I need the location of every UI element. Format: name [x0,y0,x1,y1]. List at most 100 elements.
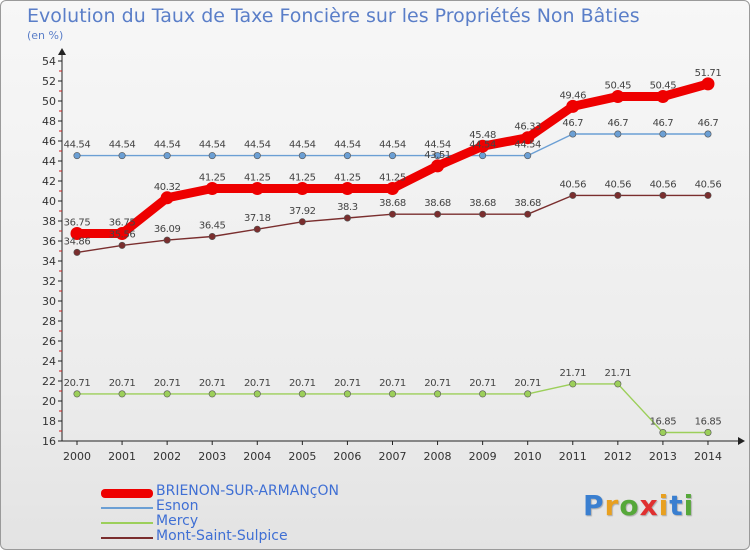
data-label-2-0: 20.71 [64,378,91,389]
data-label-2-14: 16.85 [695,417,722,428]
series-point-0-9 [476,139,490,153]
data-label-0-4: 41.25 [244,173,271,184]
series-point-3-9 [479,210,487,218]
series-point-1-10 [524,152,532,160]
x-tick-label: 2003 [198,450,226,463]
data-label-1-5: 44.54 [289,140,316,151]
legend-swatch-brienon [101,489,153,498]
y-tick-label: 40 [42,195,56,208]
series-point-0-6 [340,182,354,195]
series-point-2-0 [73,390,81,398]
x-tick-label: 2001 [108,450,136,463]
y-tick-label: 44 [42,155,56,168]
data-label-0-10: 46.33 [514,122,541,133]
y-tick-label: 50 [42,95,56,108]
legend-swatch-mont-saint-sulpice [101,537,153,539]
x-tick-label: 2013 [649,450,677,463]
series-point-3-8 [434,210,442,218]
data-label-2-7: 20.71 [379,378,406,389]
series-point-3-7 [388,210,396,218]
y-tick-label: 20 [42,395,56,408]
series-point-0-1 [115,227,129,240]
legend-label-mont-saint-sulpice: Mont-Saint-Sulpice [156,528,288,544]
x-tick-label: 2009 [469,450,497,463]
series-point-3-14 [704,191,712,199]
x-axis-ticks: 2000 2001 2002 2003 2004 2005 2006 2007 2008 2009… [63,441,722,463]
series-point-3-2 [163,236,171,244]
data-label-1-13: 46.7 [653,118,674,129]
series-point-2-13 [659,428,667,436]
data-label-1-6: 44.54 [334,140,361,151]
y-tick-label: 22 [42,375,56,388]
data-label-1-7: 44.54 [379,140,406,151]
series-point-3-11 [569,191,577,199]
data-label-1-14: 46.7 [698,118,719,129]
series-point-3-1 [118,241,126,249]
legend-swatch-mercy [101,522,153,524]
y-tick-label: 18 [42,415,56,428]
y-tick-label: 52 [42,75,56,88]
x-tick-label: 2011 [559,450,587,463]
series-point-0-5 [295,182,309,195]
data-label-0-7: 41.25 [379,173,406,184]
data-label-0-13: 50.45 [650,81,677,92]
legend-label-mercy: Mercy [156,513,199,529]
data-label-2-10: 20.71 [514,378,541,389]
series-point-3-0 [73,248,81,256]
y-tick-label: 28 [42,315,56,328]
data-label-3-13: 40.56 [650,179,677,190]
y-tick-label: 26 [42,335,56,348]
series-point-0-11 [566,99,580,113]
data-label-2-13: 16.85 [650,417,677,428]
data-label-3-12: 40.56 [605,179,632,190]
data-label-0-2: 40.32 [154,182,181,193]
y-tick-label: 48 [42,115,56,128]
series-point-1-2 [163,152,171,160]
data-label-3-9: 38.68 [469,198,496,209]
legend-label-brienon: BRIENON-SUR-ARMANçON [156,483,339,499]
series-point-2-10 [524,390,532,398]
x-tick-label: 2007 [378,450,406,463]
x-tick-label: 2002 [153,450,181,463]
data-label-1-1: 44.54 [109,140,136,151]
series-point-1-13 [659,130,667,138]
series-point-1-8 [434,152,442,160]
chart-title: Evolution du Taux de Taxe Foncière sur l… [27,5,640,27]
data-label-3-8: 38.68 [424,198,451,209]
data-label-3-6: 38.3 [337,202,358,213]
data-label-3-2: 36.09 [154,224,181,235]
data-label-1-10: 44.54 [514,140,541,151]
data-label-1-9: 44.54 [469,140,496,151]
data-label-1-4: 44.54 [244,140,271,151]
y-axis-arrow [58,48,66,55]
data-label-0-0: 36.75 [64,218,91,229]
series-point-2-2 [163,390,171,398]
data-label-1-0: 44.54 [64,140,91,151]
x-tick-label: 2012 [604,450,632,463]
x-tick-label: 2014 [694,450,722,463]
series-point-2-8 [434,390,442,398]
series-point-1-12 [614,130,622,138]
series-point-0-4 [250,182,264,195]
series-point-1-1 [118,152,126,160]
data-label-1-12: 46.7 [608,118,629,129]
data-label-3-7: 38.68 [379,198,406,209]
data-label-2-9: 20.71 [469,378,496,389]
y-tick-label: 54 [42,55,56,68]
series-point-3-13 [659,191,667,199]
data-label-3-1: 35.56 [109,229,136,240]
y-tick-label: 38 [42,215,56,228]
data-label-2-12: 21.71 [605,368,632,379]
series-point-2-12 [614,380,622,388]
data-label-2-5: 20.71 [289,378,316,389]
data-label-1-8: 44.54 [424,140,451,151]
data-label-3-10: 38.68 [514,198,541,209]
series-point-3-6 [343,214,351,222]
series-point-0-14 [701,77,715,91]
series-point-1-9 [479,152,487,160]
data-label-3-0: 34.86 [64,236,91,247]
x-tick-label: 2006 [333,450,361,463]
y-tick-label: 46 [42,135,56,148]
series-point-0-7 [385,182,399,195]
